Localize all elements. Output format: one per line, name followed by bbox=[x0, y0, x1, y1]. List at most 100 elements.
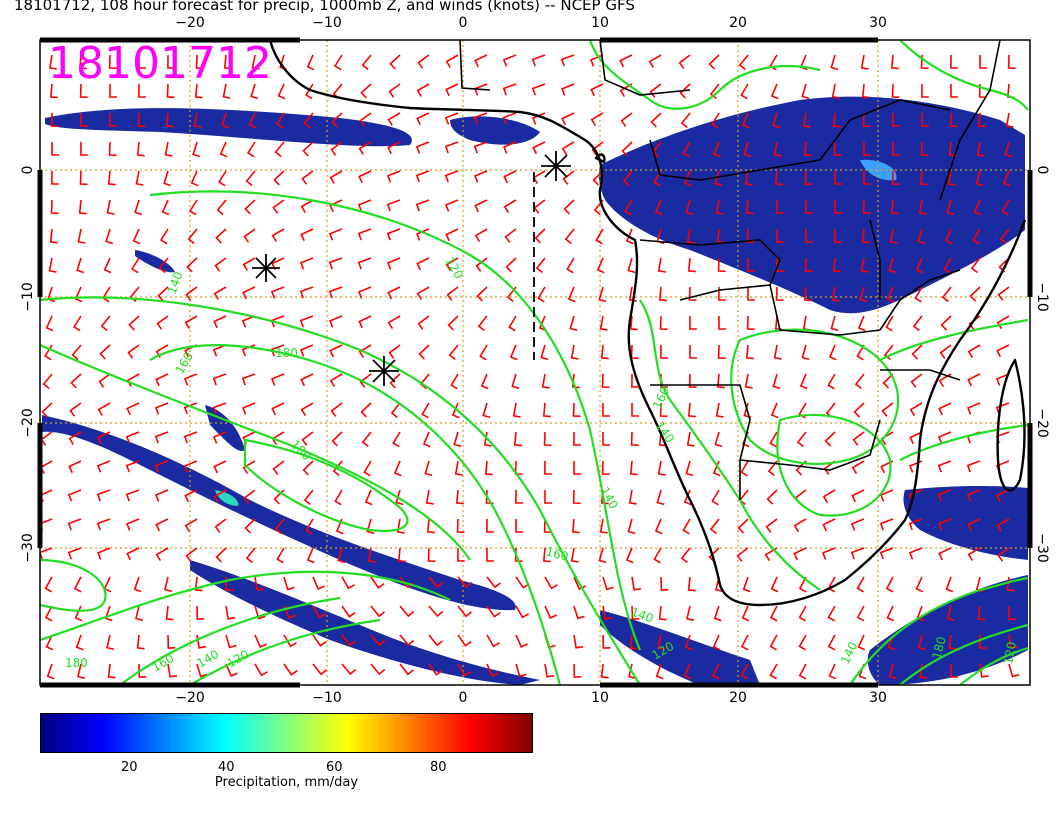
wind-barb-522 bbox=[395, 489, 404, 506]
wind-barb-549 bbox=[184, 518, 198, 533]
wind-barb-16 bbox=[502, 54, 517, 67]
wind-barb-5 bbox=[195, 54, 204, 70]
wind-barb-729 bbox=[486, 663, 500, 677]
wind-barb-7 bbox=[251, 54, 260, 70]
precip-band-se bbox=[600, 610, 760, 685]
wind-barb-35 bbox=[79, 83, 88, 98]
wind-barb-21 bbox=[648, 54, 662, 69]
wind-barb-132 bbox=[920, 141, 929, 156]
wind-barb-386 bbox=[389, 373, 401, 389]
wind-barb-24 bbox=[738, 54, 749, 71]
wind-barb-559 bbox=[486, 518, 494, 533]
wind-barb-249 bbox=[357, 257, 372, 270]
lat-label-left-0: 0 bbox=[20, 166, 36, 175]
wind-barb-430 bbox=[687, 402, 696, 418]
wind-barb-72 bbox=[165, 112, 174, 128]
wind-barb-42 bbox=[277, 83, 286, 100]
wind-barb-577 bbox=[996, 518, 1010, 532]
wind-barb-136 bbox=[51, 170, 59, 185]
wind-barb-728 bbox=[457, 663, 471, 677]
wind-barb-743 bbox=[888, 663, 897, 680]
wind-barb-333 bbox=[830, 315, 839, 332]
border-1 bbox=[459, 40, 491, 91]
wind-barb-747 bbox=[1008, 663, 1020, 678]
wind-barb-221 bbox=[534, 228, 546, 244]
wind-barb-301 bbox=[886, 286, 895, 303]
wind-barb-670 bbox=[741, 605, 750, 622]
wind-barb-25 bbox=[769, 54, 778, 71]
wind-barb-402 bbox=[854, 373, 865, 390]
wind-barb-417 bbox=[300, 402, 314, 417]
wind-barb-564 bbox=[627, 518, 636, 535]
wind-barb-626 bbox=[457, 576, 473, 589]
wind-barb-616 bbox=[164, 576, 172, 593]
wind-barb-138 bbox=[107, 170, 116, 186]
lat-label-right-m20: −20 bbox=[1034, 408, 1050, 438]
wind-barb-197 bbox=[834, 200, 842, 214]
wind-barb-60 bbox=[801, 83, 810, 100]
wind-barb-705 bbox=[769, 634, 778, 651]
wind-barb-151 bbox=[473, 170, 488, 183]
wind-barb-244 bbox=[214, 257, 227, 272]
lon-label-bottom-30: 30 bbox=[869, 690, 887, 706]
wind-barb-401 bbox=[827, 373, 836, 390]
wind-barb-83 bbox=[473, 112, 488, 125]
wind-barb-296 bbox=[747, 287, 755, 301]
wind-barb-623 bbox=[370, 576, 385, 589]
wind-barb-595 bbox=[542, 547, 551, 563]
wind-barb-306 bbox=[45, 315, 54, 332]
wind-barb-179 bbox=[300, 199, 314, 213]
wind-barb-581 bbox=[126, 547, 140, 561]
wind-barb-609 bbox=[938, 547, 952, 561]
wind-barb-188 bbox=[563, 199, 575, 215]
wind-barb-33 bbox=[1007, 54, 1016, 69]
contour-180b bbox=[243, 438, 409, 533]
wind-barb-315 bbox=[299, 315, 314, 328]
wind-barb-287 bbox=[476, 286, 488, 302]
wind-barb-108 bbox=[219, 141, 228, 158]
wind-barb-112 bbox=[330, 141, 343, 156]
wind-barb-116 bbox=[444, 141, 459, 154]
wind-barb-485 bbox=[302, 460, 314, 476]
wind-barb-100 bbox=[977, 112, 986, 128]
wind-barb-736 bbox=[683, 663, 692, 680]
wind-barb-690 bbox=[341, 634, 356, 647]
precip-congo bbox=[598, 96, 1025, 314]
wind-barb-88 bbox=[620, 112, 633, 127]
wind-barb-571 bbox=[822, 518, 836, 532]
wind-barb-641 bbox=[885, 576, 894, 593]
wind-barb-399 bbox=[772, 373, 781, 390]
border-6 bbox=[650, 384, 751, 500]
wind-barb-727 bbox=[428, 663, 443, 676]
wind-barb-463 bbox=[658, 431, 667, 447]
wind-barb-12 bbox=[389, 54, 401, 70]
colorbar-tick-40: 40 bbox=[218, 760, 235, 775]
wind-barb-725 bbox=[370, 663, 386, 676]
wind-barb-679 bbox=[1008, 606, 1016, 620]
wind-barb-277 bbox=[185, 286, 198, 301]
wind-barb-674 bbox=[856, 605, 865, 622]
wind-barb-119 bbox=[532, 141, 546, 155]
wind-barb-64 bbox=[921, 83, 929, 98]
wind-barb-261 bbox=[717, 257, 726, 272]
wind-barb-486 bbox=[332, 460, 343, 477]
wind-barb-9 bbox=[306, 54, 315, 71]
contour-sw-loop bbox=[40, 558, 107, 612]
wind-barb-291 bbox=[598, 286, 607, 303]
wind-barb-329 bbox=[718, 316, 726, 330]
wind-barb-320 bbox=[447, 315, 459, 331]
coastline-bioko bbox=[594, 153, 606, 164]
wind-barb-500 bbox=[740, 460, 749, 477]
wind-barb-479 bbox=[125, 460, 140, 473]
wind-barb-433 bbox=[770, 402, 779, 419]
wind-barb-370 bbox=[911, 344, 923, 360]
wind-barb-363 bbox=[717, 344, 726, 359]
wind-barb-299 bbox=[831, 286, 840, 302]
wind-barb-304 bbox=[969, 286, 981, 302]
wind-barb-511 bbox=[67, 489, 82, 502]
wind-barb-228 bbox=[746, 228, 755, 243]
wind-barb-364 bbox=[745, 344, 754, 360]
wind-barb-184 bbox=[444, 199, 459, 212]
wind-barb-681 bbox=[75, 634, 84, 651]
wind-barb-446 bbox=[154, 431, 169, 444]
